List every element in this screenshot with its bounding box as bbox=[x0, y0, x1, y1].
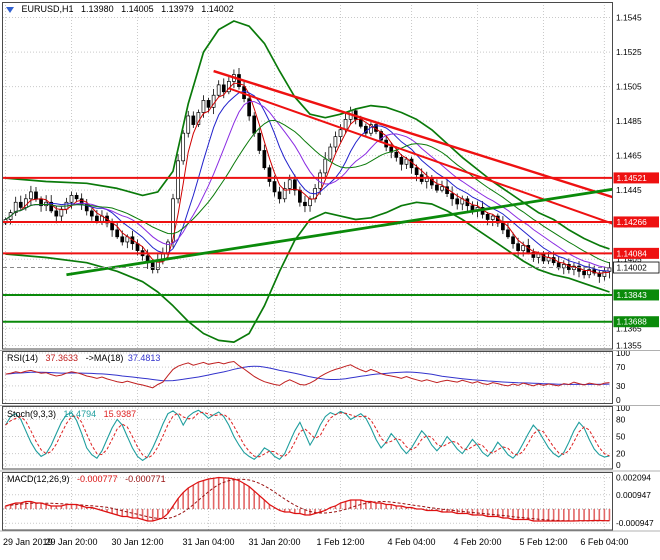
trend-line[interactable] bbox=[228, 87, 640, 233]
indicator-tick-label: 50 bbox=[616, 432, 626, 442]
stochastic-pane[interactable] bbox=[3, 406, 612, 469]
bollinger-upper-band bbox=[5, 20, 610, 250]
price-badge bbox=[613, 247, 659, 259]
price-tick-label: 1.1355 bbox=[616, 341, 642, 351]
pane-border bbox=[2, 351, 613, 404]
pane-border bbox=[2, 472, 613, 531]
price-tick-label: 1.1525 bbox=[616, 47, 642, 57]
trend-line[interactable] bbox=[66, 185, 639, 277]
rsi-pane[interactable] bbox=[3, 351, 612, 404]
price-axis: 1.1545 1.1525 1.1505 1.1485 1.1465 1.1445 1.14… bbox=[613, 13, 660, 528]
macd-pane[interactable] bbox=[3, 472, 612, 530]
stoch-signal-line bbox=[5, 411, 610, 459]
moving-average-line bbox=[5, 82, 610, 275]
price-badge-label: 1.13843 bbox=[617, 290, 648, 300]
price-badge-label: 1.14084 bbox=[617, 248, 648, 258]
indicator-tick-label: 0.000947 bbox=[616, 490, 651, 500]
moving-average-line bbox=[5, 119, 610, 264]
date-label: 5 Feb 12:00 bbox=[519, 537, 567, 547]
date-label: 29 Jan 2019 bbox=[3, 537, 53, 547]
date-label: 4 Feb 04:00 bbox=[388, 537, 436, 547]
price-badge-label: 1.14002 bbox=[617, 263, 648, 273]
date-label: 6 Feb 04:00 bbox=[580, 537, 628, 547]
trend-line[interactable] bbox=[213, 69, 640, 206]
price-badge-label: 1.14266 bbox=[617, 217, 648, 227]
indicator-tick-label: 80 bbox=[616, 414, 626, 424]
bollinger-lower-band bbox=[5, 201, 610, 343]
price-tick-label: 1.1485 bbox=[616, 116, 642, 126]
price-badge bbox=[613, 216, 659, 228]
price-tick-label: 1.1365 bbox=[616, 323, 642, 333]
pane-border bbox=[2, 2, 613, 350]
date-label: 29 Jan 20:00 bbox=[45, 537, 97, 547]
indicator-tick-label: 100 bbox=[616, 403, 630, 413]
indicator-tick-label: 100 bbox=[616, 348, 630, 358]
macd-histogram bbox=[4, 477, 611, 521]
date-label: 4 Feb 20:00 bbox=[453, 537, 501, 547]
date-label: 31 Jan 04:00 bbox=[183, 537, 235, 547]
price-badge-label: 1.13688 bbox=[617, 317, 648, 327]
stoch-main-line bbox=[5, 409, 610, 462]
macd-line bbox=[5, 476, 610, 522]
indicator-tick-label: 20 bbox=[616, 449, 626, 459]
price-badge-label: 1.14521 bbox=[617, 173, 648, 183]
price-badge bbox=[613, 316, 659, 328]
date-label: 1 Feb 12:00 bbox=[316, 537, 364, 547]
indicator-tick-label: -0.000947 bbox=[616, 518, 654, 528]
rsi-line bbox=[5, 360, 610, 389]
macd-signal-line bbox=[5, 478, 610, 522]
main-price-pane[interactable] bbox=[3, 2, 640, 349]
pane-border bbox=[2, 406, 613, 470]
moving-average-line bbox=[5, 101, 610, 269]
price-badge bbox=[613, 261, 660, 274]
price-badge bbox=[613, 172, 659, 184]
price-tick-label: 1.1545 bbox=[616, 13, 642, 23]
price-tick-label: 1.1445 bbox=[616, 185, 642, 195]
indicator-tick-label: 30 bbox=[616, 381, 626, 391]
indicator-tick-label: 0.002094 bbox=[616, 473, 651, 483]
indicator-tick-label: 0 bbox=[616, 395, 621, 405]
date-label: 31 Jan 20:00 bbox=[248, 537, 300, 547]
indicator-tick-label: 70 bbox=[616, 362, 626, 372]
price-tick-label: 1.1405 bbox=[616, 254, 642, 264]
rsi-ma-line bbox=[5, 365, 610, 386]
date-label: 30 Jan 12:00 bbox=[111, 537, 163, 547]
price-tick-label: 1.1465 bbox=[616, 151, 642, 161]
indicator-tick-label: 0 bbox=[616, 460, 621, 470]
price-badge bbox=[613, 289, 659, 301]
price-tick-label: 1.1505 bbox=[616, 82, 642, 92]
